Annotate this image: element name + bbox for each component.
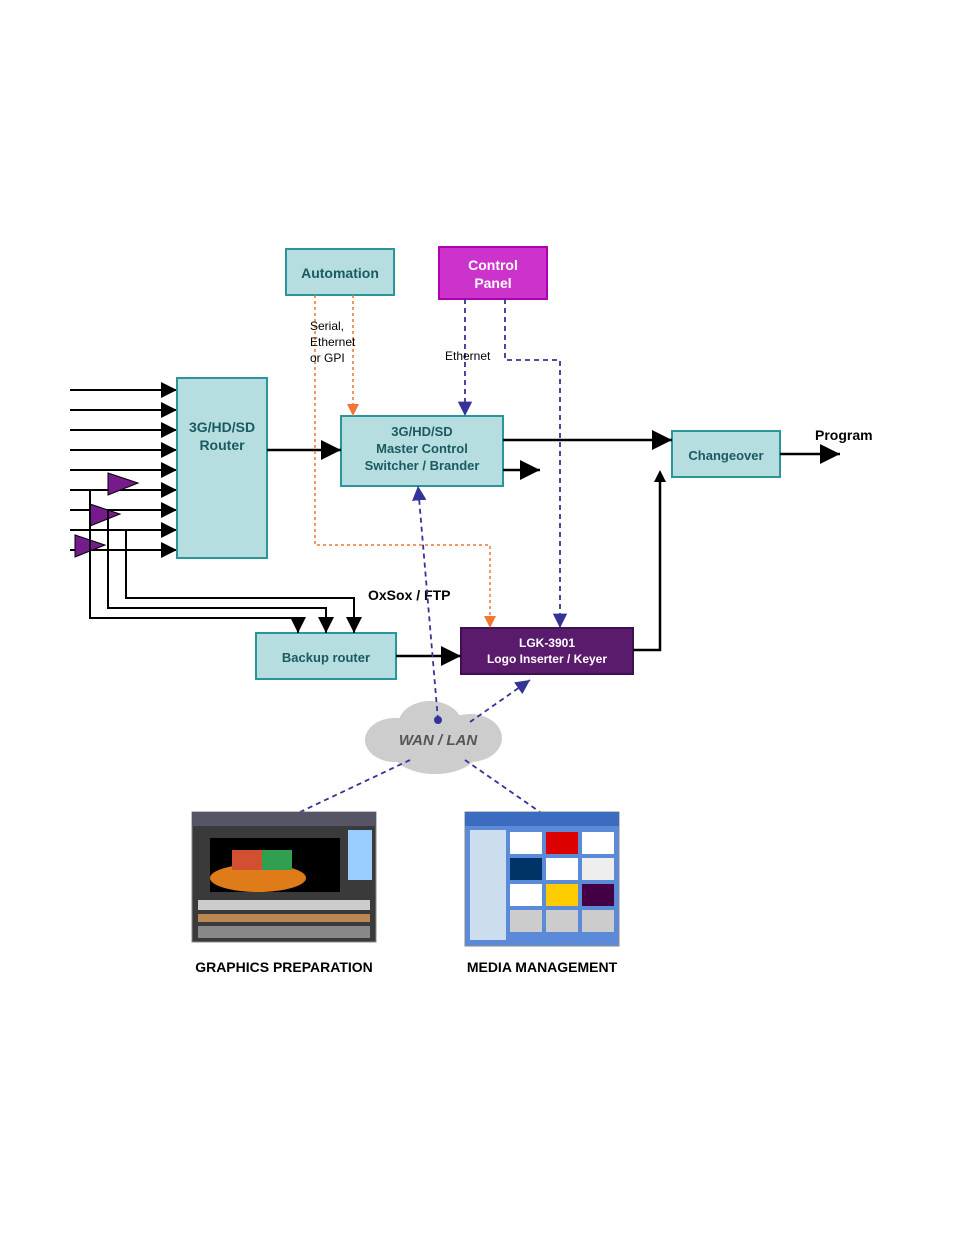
router-label-1: 3G/HD/SD	[189, 419, 255, 435]
control-to-lgk-line	[505, 299, 560, 628]
ethernet-label: Ethernet	[445, 349, 491, 363]
oxsox-label: OxSox / FTP	[368, 587, 450, 603]
input-arrows	[70, 390, 177, 550]
lgk-node	[461, 628, 633, 674]
cloud-node: WAN / LAN	[365, 701, 502, 774]
automation-label: Automation	[301, 265, 379, 281]
router-node	[177, 378, 267, 558]
input-to-backup-3	[126, 576, 354, 633]
input-triangles	[75, 473, 138, 557]
router-label-2: Router	[199, 437, 245, 453]
graphics-prep-image	[192, 812, 376, 942]
mcs-label-1: 3G/HD/SD	[391, 424, 452, 439]
graphics-prep-caption: GRAPHICS PREPARATION	[195, 959, 373, 975]
mcs-label-3: Switcher / Brander	[365, 458, 480, 473]
backup-router-label: Backup router	[282, 650, 370, 665]
control-panel-label-2: Panel	[474, 275, 511, 291]
cloud-label: WAN / LAN	[399, 732, 478, 749]
program-label: Program	[815, 427, 873, 443]
media-mgmt-caption: MEDIA MANAGEMENT	[467, 959, 618, 975]
cloud-to-graphics-line	[300, 760, 410, 812]
cloud-to-media-line	[465, 760, 540, 812]
cloud-to-lgk-line	[470, 680, 530, 722]
changeover-label: Changeover	[688, 448, 763, 463]
input-to-backup-1	[90, 576, 298, 633]
cloud-to-mcs-line	[418, 486, 438, 720]
lgk-label-1: LGK-3901	[519, 636, 575, 650]
serial-label-2: Ethernet	[310, 335, 356, 349]
serial-label-3: or GPI	[310, 351, 345, 365]
lgk-to-changeover-arrow	[633, 477, 660, 650]
control-panel-label-1: Control	[468, 257, 518, 273]
media-mgmt-image	[465, 812, 619, 946]
lgk-label-2: Logo Inserter / Keyer	[487, 652, 607, 666]
control-panel-node	[439, 247, 547, 299]
input-to-backup-2	[108, 576, 326, 633]
serial-label-1: Serial,	[310, 319, 344, 333]
mcs-label-2: Master Control	[376, 441, 468, 456]
